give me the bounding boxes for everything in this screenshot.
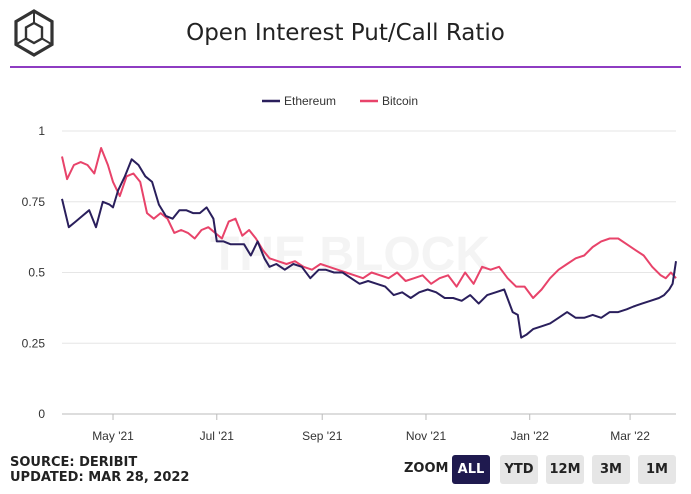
title-divider <box>10 66 681 68</box>
x-tick-label: Mar '22 <box>610 429 650 443</box>
y-axis: 0 0.25 0.5 0.75 1 <box>22 124 46 421</box>
y-tick-label: 0.5 <box>28 266 45 280</box>
x-tick-label: Jan '22 <box>511 429 550 443</box>
y-tick-label: 0.25 <box>22 336 46 350</box>
x-tick-label: Nov '21 <box>406 429 447 443</box>
bitcoin-line <box>61 147 677 299</box>
ethereum-line <box>61 158 677 339</box>
y-tick-label: 0.75 <box>22 195 46 209</box>
x-axis: May '21 Jul '21 Sep '21 Nov '21 Jan '22 Mar '… <box>92 414 650 443</box>
zoom-button-ytd[interactable]: YTD <box>500 455 538 484</box>
source-text: SOURCE: DERIBIT <box>10 455 138 470</box>
x-tick-label: Sep '21 <box>302 429 343 443</box>
the-block-logo-icon <box>14 9 54 57</box>
ethereum-legend-label[interactable]: Ethereum <box>284 94 336 108</box>
chart: THE BLOCK 00.250.50.751 May '21 Jul '21 Se… <box>22 94 677 443</box>
zoom-button-1m[interactable]: 1M <box>638 455 676 484</box>
y-tick-label: 0 <box>38 407 45 421</box>
page-title: Open Interest Put/Call Ratio <box>186 20 505 46</box>
zoom-button-12m[interactable]: 12M <box>546 455 584 484</box>
updated-text: UPDATED: MAR 28, 2022 <box>10 470 190 485</box>
zoom-label: ZOOM <box>404 461 449 476</box>
zoom-button-all[interactable]: ALL <box>452 455 490 484</box>
source-block: SOURCE: DERIBIT UPDATED: MAR 28, 2022 <box>10 455 189 485</box>
x-tick-label: Jul '21 <box>200 429 235 443</box>
zoom-button-3m[interactable]: 3M <box>592 455 630 484</box>
x-tick-label: May '21 <box>92 429 134 443</box>
bitcoin-legend-label[interactable]: Bitcoin <box>382 94 418 108</box>
gridlines <box>62 130 676 415</box>
y-tick-label: 1 <box>38 124 45 138</box>
series-lines <box>61 147 677 339</box>
legend[interactable]: Ethereum Bitcoin <box>262 94 418 108</box>
